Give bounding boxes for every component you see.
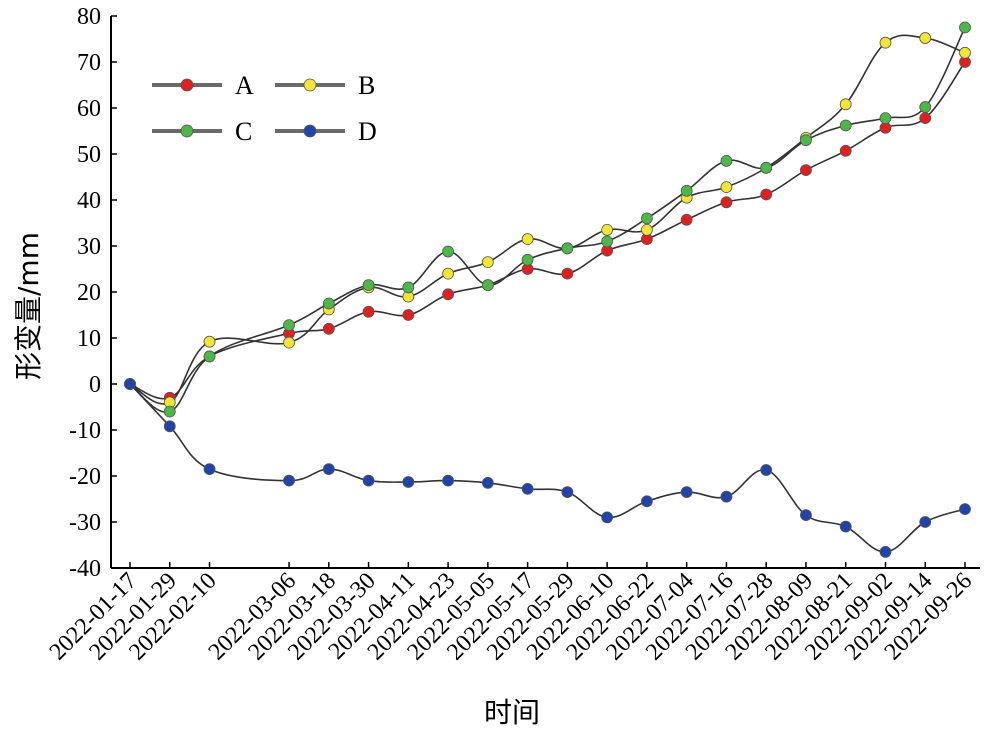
- y-tick-label: 70: [77, 50, 101, 76]
- data-point-D: [481, 476, 494, 489]
- data-point-C: [561, 242, 574, 255]
- legend-label: B: [358, 71, 375, 100]
- data-point-C: [601, 235, 614, 248]
- data-point-C: [481, 279, 494, 292]
- y-tick-label: 40: [77, 188, 101, 214]
- data-point-B: [879, 36, 892, 49]
- data-point-B: [442, 267, 454, 280]
- data-point-B: [521, 233, 534, 246]
- data-point-B: [283, 336, 295, 349]
- data-point-B: [919, 32, 932, 44]
- data-point-C: [760, 161, 773, 174]
- legend-marker: [180, 78, 194, 92]
- data-point-C: [203, 350, 216, 363]
- data-point-D: [362, 474, 375, 487]
- data-point-D: [402, 476, 415, 488]
- y-tick-label: -30: [69, 510, 101, 536]
- data-point-A: [561, 267, 574, 280]
- data-point-A: [760, 188, 773, 201]
- data-point-A: [919, 112, 932, 125]
- y-tick-label: -40: [69, 556, 101, 582]
- data-point-C: [919, 101, 932, 113]
- y-tick-label: 10: [77, 326, 101, 352]
- data-point-C: [521, 253, 534, 266]
- data-point-C: [680, 184, 693, 197]
- data-point-C: [442, 245, 454, 258]
- data-point-A: [442, 288, 454, 301]
- legend: A B C D: [152, 71, 377, 146]
- series-line-A: [129, 61, 966, 400]
- y-tick-label: 50: [77, 142, 101, 168]
- data-point-D: [959, 503, 971, 516]
- data-point-C: [959, 21, 971, 34]
- data-point-A: [680, 213, 693, 226]
- series-points: [124, 21, 971, 558]
- data-point-D: [283, 474, 295, 487]
- data-point-B: [481, 256, 494, 269]
- data-point-C: [641, 212, 653, 225]
- data-point-B: [959, 46, 971, 59]
- data-point-D: [760, 464, 773, 476]
- y-ticks: -40 -30 -20 -10 0 10 20 30 40 50 60 70 80: [69, 4, 117, 582]
- data-point-D: [322, 463, 335, 476]
- series-lines: [129, 27, 966, 553]
- data-point-D: [720, 490, 733, 503]
- data-point-D: [203, 463, 216, 476]
- data-point-B: [720, 181, 733, 194]
- data-point-C: [879, 112, 892, 125]
- legend-label: D: [358, 117, 377, 146]
- data-point-A: [322, 322, 335, 335]
- data-point-B: [641, 223, 653, 236]
- legend-marker: [303, 78, 317, 92]
- y-tick-label: 80: [77, 4, 101, 30]
- data-point-B: [203, 335, 216, 348]
- data-point-C: [283, 319, 295, 332]
- data-point-A: [402, 309, 415, 321]
- data-point-D: [124, 378, 136, 390]
- data-point-C: [720, 154, 733, 167]
- y-tick-label: -20: [69, 464, 101, 490]
- data-point-D: [521, 482, 534, 495]
- series-line-D: [129, 383, 966, 553]
- data-point-D: [641, 495, 653, 508]
- data-point-D: [919, 516, 932, 528]
- data-point-C: [800, 134, 812, 147]
- y-tick-label: -10: [69, 418, 101, 444]
- data-point-A: [800, 164, 812, 177]
- series-line-B: [129, 34, 966, 405]
- legend-label: A: [235, 71, 254, 100]
- y-tick-label: 0: [89, 372, 101, 398]
- data-point-C: [362, 279, 375, 292]
- series-line-C: [129, 27, 966, 413]
- data-point-C: [402, 281, 415, 294]
- legend-marker: [180, 124, 194, 138]
- data-point-C: [839, 119, 852, 132]
- legend-marker: [303, 124, 317, 138]
- data-point-D: [800, 509, 812, 521]
- data-point-C: [322, 297, 335, 310]
- y-tick-label: 30: [77, 234, 101, 260]
- data-point-D: [879, 546, 892, 558]
- data-point-D: [839, 520, 852, 533]
- data-point-A: [720, 196, 733, 209]
- data-point-C: [163, 405, 176, 418]
- data-point-D: [163, 420, 176, 433]
- x-ticks: 2022-01-172022-01-292022-02-102022-03-06…: [45, 562, 977, 665]
- data-point-D: [442, 474, 454, 487]
- x-axis-title: 时间: [484, 696, 540, 729]
- data-point-B: [839, 98, 852, 111]
- data-point-D: [680, 486, 693, 499]
- data-point-D: [601, 511, 614, 524]
- y-tick-label: 20: [77, 280, 101, 306]
- data-point-A: [839, 144, 852, 157]
- data-point-A: [362, 305, 375, 318]
- data-point-D: [561, 486, 574, 499]
- data-point-B: [601, 223, 614, 236]
- y-axis-title: 形变量/mm: [12, 232, 45, 380]
- legend-label: C: [235, 117, 252, 146]
- y-tick-label: 60: [77, 96, 101, 122]
